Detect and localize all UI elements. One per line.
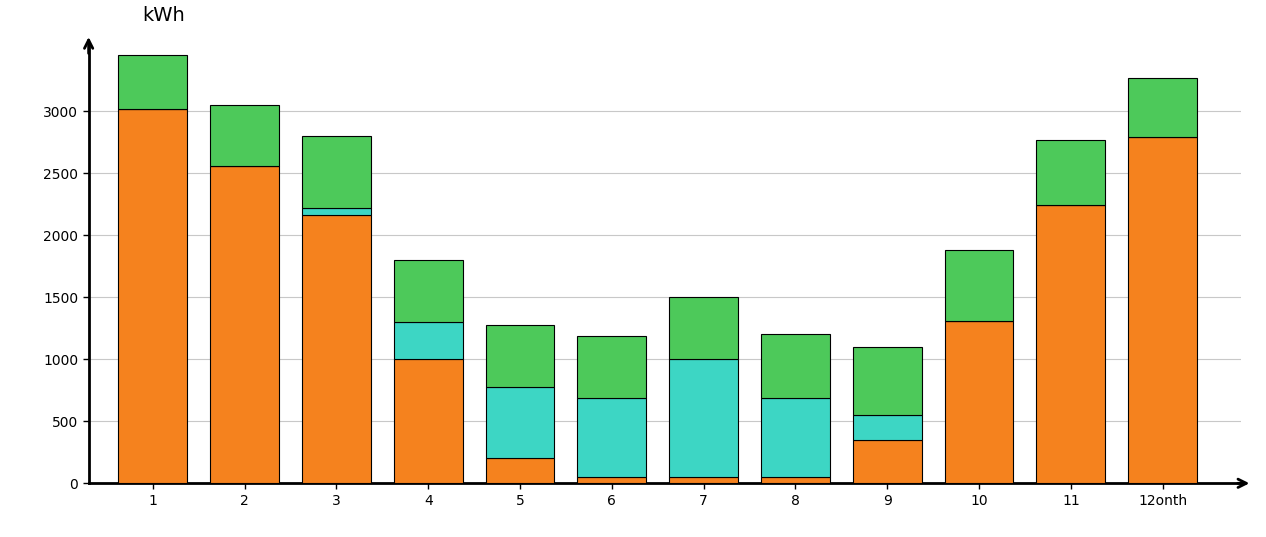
Bar (394, 322, 462, 359)
Bar (303, 215, 371, 483)
Bar (670, 359, 738, 477)
Bar (577, 477, 646, 483)
Bar (853, 440, 922, 483)
Bar (761, 398, 830, 477)
Bar (119, 55, 187, 108)
Bar (670, 297, 738, 359)
Bar (577, 336, 646, 398)
Bar (670, 477, 738, 483)
Bar (486, 324, 555, 387)
Bar (119, 108, 187, 483)
Bar (1037, 140, 1105, 206)
Bar (853, 415, 922, 440)
Bar (486, 387, 555, 459)
Bar (577, 398, 646, 477)
Bar (1128, 78, 1198, 137)
Bar (761, 477, 830, 483)
Bar (210, 166, 279, 483)
Bar (210, 105, 279, 166)
Bar (1128, 137, 1198, 483)
Bar (303, 136, 371, 208)
Bar (486, 459, 555, 483)
Bar (303, 208, 371, 215)
Bar (761, 335, 830, 398)
Bar (944, 321, 1014, 483)
Bar (944, 250, 1014, 321)
Text: kWh: kWh (142, 6, 185, 25)
Bar (394, 260, 462, 322)
Bar (853, 347, 922, 415)
Bar (1037, 206, 1105, 483)
Bar (394, 359, 462, 483)
